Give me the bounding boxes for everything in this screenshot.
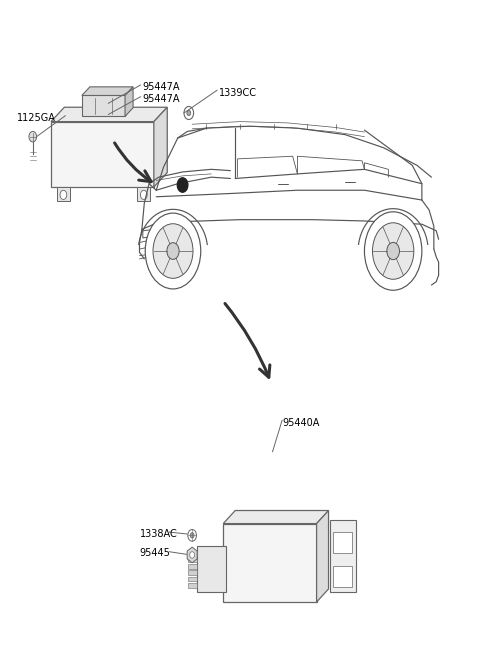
Polygon shape (317, 510, 328, 602)
Polygon shape (223, 510, 328, 523)
Circle shape (184, 107, 193, 119)
Bar (137, 187, 151, 201)
Bar (188, 583, 197, 588)
Text: 95445: 95445 (140, 548, 170, 559)
Bar (329, 520, 356, 592)
Polygon shape (154, 107, 167, 187)
Bar (57, 187, 70, 201)
Polygon shape (187, 547, 197, 563)
Bar (188, 564, 197, 569)
Polygon shape (82, 96, 125, 117)
Bar (197, 546, 226, 592)
Bar (333, 566, 352, 587)
Circle shape (188, 529, 196, 541)
Text: 1338AC: 1338AC (140, 529, 177, 539)
Circle shape (60, 191, 67, 200)
Text: 95447A: 95447A (142, 94, 180, 104)
Circle shape (190, 552, 194, 558)
Circle shape (190, 533, 194, 538)
Polygon shape (51, 122, 154, 187)
Bar (188, 558, 197, 563)
Text: 1125GA: 1125GA (17, 113, 56, 123)
Bar (188, 552, 197, 556)
Text: 95440A: 95440A (282, 418, 320, 428)
Bar (188, 571, 197, 575)
Circle shape (177, 178, 188, 192)
Text: 1339CC: 1339CC (218, 88, 256, 98)
Polygon shape (223, 523, 317, 602)
Circle shape (387, 242, 399, 259)
Polygon shape (125, 87, 133, 117)
Circle shape (145, 213, 201, 289)
Circle shape (372, 223, 414, 279)
Polygon shape (51, 107, 167, 122)
Bar (333, 532, 352, 553)
Circle shape (187, 111, 191, 115)
Text: 95447A: 95447A (142, 83, 180, 92)
Circle shape (141, 191, 147, 200)
Circle shape (364, 212, 422, 290)
Circle shape (29, 132, 36, 142)
Circle shape (167, 243, 179, 259)
Circle shape (153, 224, 193, 278)
Polygon shape (82, 87, 133, 96)
Bar (188, 577, 197, 582)
